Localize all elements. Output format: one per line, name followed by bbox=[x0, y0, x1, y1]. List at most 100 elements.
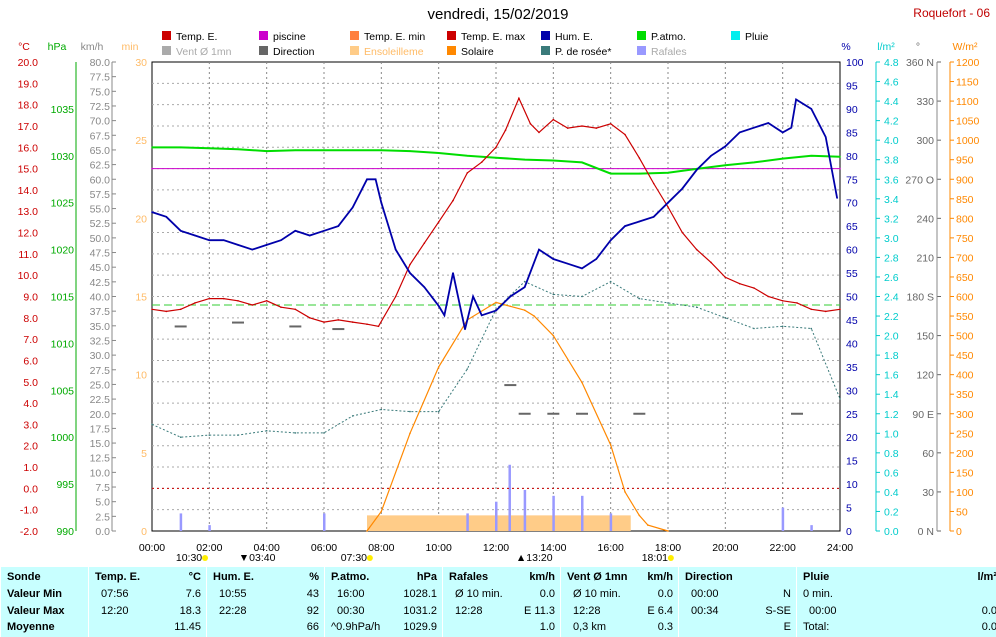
solar-series-point bbox=[667, 530, 669, 532]
rain-tick-label: 0.8 bbox=[884, 448, 899, 460]
legend-label: Rafales bbox=[651, 46, 687, 58]
temperature-series-point bbox=[710, 261, 712, 264]
temperature-series-point bbox=[308, 317, 311, 319]
pressure-tick-label: 1030 bbox=[51, 151, 75, 163]
wind-tick-label: 32.5 bbox=[90, 335, 111, 347]
header-direction: Direction bbox=[685, 571, 733, 583]
legend-label: Temp. E. max bbox=[461, 31, 526, 43]
temperature-series-point bbox=[351, 321, 354, 323]
header-rafales-unit: km/h bbox=[529, 571, 555, 583]
humidity-series-point bbox=[409, 272, 411, 274]
hum-tick-label: 10 bbox=[846, 479, 858, 491]
rain-tick-label: 3.2 bbox=[884, 213, 899, 225]
weather-chart: Temp. E. piscine Temp. E. min Temp. E. max H… bbox=[18, 31, 980, 564]
dir-tick-label: 180 S bbox=[907, 292, 934, 304]
dewpoint-series-point bbox=[437, 410, 440, 413]
temperature-series-point bbox=[652, 182, 655, 185]
rafales-bar bbox=[208, 525, 211, 531]
legend-swatch bbox=[541, 31, 550, 40]
hum-tick-label: 15 bbox=[846, 456, 858, 468]
pressure-series-point bbox=[179, 146, 182, 149]
humidity-series-point bbox=[710, 155, 712, 157]
hum-avg-val: 66 bbox=[306, 621, 319, 633]
pressure-series-point bbox=[667, 171, 669, 174]
temperature-series-point bbox=[165, 310, 168, 313]
temperature-series-point bbox=[366, 323, 368, 326]
chart-title: vendredi, 15/02/2019 bbox=[427, 6, 569, 23]
hum-tick-label: 75 bbox=[846, 174, 858, 186]
time-tick-label: 00:00 bbox=[139, 542, 165, 554]
rain-axis-unit: l/m² bbox=[877, 41, 895, 53]
wind-tick-label: 67.5 bbox=[90, 130, 111, 142]
rain-tick-label: 4.2 bbox=[884, 116, 899, 128]
rain-tick-label: 2.6 bbox=[884, 272, 899, 284]
humidity-series-point bbox=[652, 216, 655, 218]
temp-tick-label: 19.0 bbox=[18, 78, 39, 90]
temp-tick-label: 20.0 bbox=[18, 57, 39, 69]
pressure-series-point bbox=[523, 158, 526, 161]
vent-min-val: 0.0 bbox=[657, 588, 673, 600]
wind-tick-label: 30.0 bbox=[90, 350, 111, 362]
raf-min-val: 0.0 bbox=[539, 588, 555, 600]
temp-tick-label: -2.0 bbox=[20, 526, 38, 538]
humidity-series-point bbox=[480, 314, 483, 317]
rain-tick-label: 1.8 bbox=[884, 350, 899, 362]
vent-max-time: 12:28 bbox=[573, 605, 601, 617]
humidity-series-point bbox=[251, 248, 254, 251]
vent-avg-val: 0.3 bbox=[657, 621, 673, 633]
temp-max-time: 12:20 bbox=[101, 605, 129, 617]
temp-tick-label: 12.0 bbox=[18, 228, 39, 240]
wind-tick-label: 12.5 bbox=[90, 453, 111, 465]
hum-tick-label: 85 bbox=[846, 127, 858, 139]
rafales-bar bbox=[781, 507, 785, 531]
solar-series-point bbox=[437, 366, 440, 368]
dewpoint-series-point bbox=[839, 398, 841, 400]
temperature-series-point bbox=[394, 295, 397, 298]
humidity-series-point bbox=[538, 248, 540, 251]
hum-tick-label: 60 bbox=[846, 245, 858, 257]
dir-max-time: 00:34 bbox=[691, 605, 719, 617]
vent-max-val: E 6.4 bbox=[647, 605, 673, 617]
legend-swatch bbox=[731, 31, 740, 40]
humidity-series-point bbox=[566, 262, 569, 265]
dewpoint-series-point bbox=[265, 430, 268, 432]
rain-tick-label: 2.2 bbox=[884, 311, 899, 323]
dewpoint-series-point bbox=[638, 297, 641, 300]
raf-avg-val: 1.0 bbox=[539, 621, 555, 633]
solar-series-point bbox=[509, 305, 512, 308]
temperature-series-point bbox=[504, 129, 507, 131]
row-label-min: Valeur Min bbox=[7, 588, 63, 600]
temperature-series-point bbox=[377, 325, 380, 328]
wind-tick-label: 37.5 bbox=[90, 306, 111, 318]
legend-label: Temp. E. bbox=[176, 31, 217, 43]
pressure-series-point bbox=[208, 147, 211, 150]
pressure-series-point bbox=[609, 172, 612, 175]
hum-tick-label: 20 bbox=[846, 432, 858, 444]
press-min-time: 16:00 bbox=[337, 588, 365, 600]
rain-tick-label: 2.0 bbox=[884, 331, 899, 343]
solar-axis-unit: W/m² bbox=[952, 41, 978, 53]
solar-tick-label: 100 bbox=[956, 487, 974, 499]
temperature-series-point bbox=[251, 304, 254, 306]
legend-label: P.atmo. bbox=[651, 31, 686, 43]
time-tick-label: 02:00 bbox=[196, 542, 222, 554]
col-pluie: Pluie l/m² 0 min. 00:00 0.0 Total: 0.0 bbox=[796, 567, 996, 637]
temp-tick-label: 13.0 bbox=[18, 206, 39, 218]
temperature-series-point bbox=[738, 282, 741, 285]
temperature-series-point bbox=[566, 127, 569, 129]
temperature-series-point bbox=[518, 97, 520, 99]
pluie-total-val: 0.0 bbox=[981, 621, 996, 633]
solar-tick-label: 750 bbox=[956, 233, 974, 245]
solar-tick-label: 400 bbox=[956, 370, 974, 382]
temperature-series-point bbox=[423, 242, 426, 244]
temp-tick-label: 16.0 bbox=[18, 142, 39, 154]
hum-tick-label: 80 bbox=[846, 151, 858, 163]
pressure-series-point bbox=[781, 157, 784, 160]
humidity-series-point bbox=[366, 178, 368, 181]
sunrise-label: 07:30 bbox=[341, 552, 367, 564]
dewpoint-series-point bbox=[695, 306, 698, 309]
temperature-series bbox=[151, 96, 841, 327]
rain-tick-label: 1.6 bbox=[884, 370, 899, 382]
solar-tick-label: 600 bbox=[956, 292, 974, 304]
temperature-series-point bbox=[452, 199, 454, 202]
